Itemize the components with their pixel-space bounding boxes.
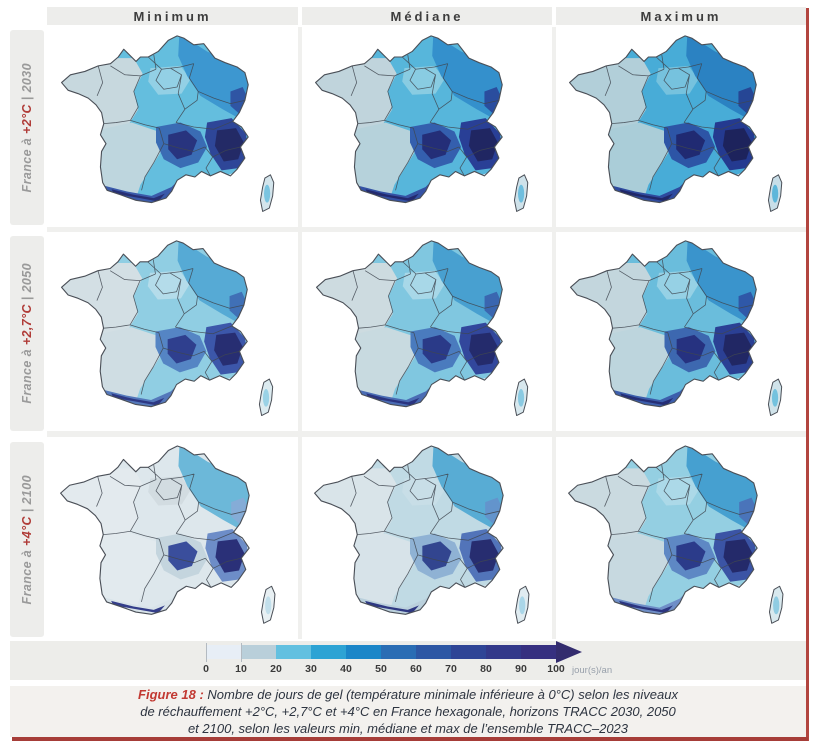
colorbar-segment (521, 645, 556, 659)
figure-caption: Figure 18 : Nombre de jours de gel (temp… (10, 686, 806, 737)
colorbar-segment (311, 645, 346, 659)
france-map (59, 445, 276, 624)
map-cell-2030-minimum (47, 27, 298, 227)
temp-value: +4°C (20, 515, 34, 546)
colorbar-tick-label: 60 (410, 663, 422, 675)
row-label-text: France à +4°C | 2100 (20, 474, 34, 605)
row-label-text: France à +2°C | 2030 (20, 62, 34, 193)
grid-divider-horizontal (47, 431, 806, 437)
column-header-maximum: Maximum (556, 7, 806, 25)
colorbar-segment (381, 645, 416, 659)
colorbar-segment (451, 645, 486, 659)
colorbar-tick-label: 90 (515, 663, 527, 675)
colorbar-tick-mark (241, 643, 242, 662)
colorbar-segment (346, 645, 381, 659)
france-map (315, 35, 529, 212)
colorbar-segments (206, 645, 556, 659)
temp-value: +2,7°C (20, 304, 34, 346)
france-map (315, 240, 529, 417)
grid-divider-vertical (552, 27, 556, 639)
caption-line-1: Figure 18 : Nombre de jours de gel (temp… (138, 687, 678, 702)
france-map (568, 445, 784, 624)
colorbar-tick-label: 100 (547, 663, 565, 675)
frame-line-bottom (12, 737, 808, 741)
colorbar-tick-label: 70 (445, 663, 457, 675)
grid-divider-vertical (298, 27, 302, 639)
colorbar-tick-label: 10 (235, 663, 247, 675)
map-cell-2030-maximum (556, 27, 806, 227)
map-cell-2050-minimum (47, 232, 298, 431)
colorbar-tick-label: 50 (375, 663, 387, 675)
frame-line-right (806, 8, 809, 741)
colorbar-segment (206, 645, 241, 659)
colorbar-tick-label: 20 (270, 663, 282, 675)
map-cell-2100-maximum (556, 437, 806, 639)
row-label-2030: France à +2°C | 2030 (10, 30, 44, 225)
colorbar-tick-mark (206, 643, 207, 662)
france-map (569, 35, 783, 212)
colorbar-tick-label: 0 (203, 663, 209, 675)
colorbar-segment (241, 645, 276, 659)
france-map (60, 35, 275, 212)
colorbar-tick-label: 80 (480, 663, 492, 675)
grid-divider-horizontal (47, 227, 806, 232)
colorbar-tick-label: 30 (305, 663, 317, 675)
column-header-minimum: Minimum (47, 7, 298, 25)
temp-value: +2°C (20, 103, 34, 134)
colorbar-segment (416, 645, 451, 659)
map-cell-2100-minimum (47, 437, 298, 639)
map-cell-2030-mediane (302, 27, 552, 227)
figure-number-label: Figure 18 : (138, 687, 204, 702)
row-label-2100: France à +4°C | 2100 (10, 442, 44, 637)
caption-line-3: et 2100, selon les valeurs min, médiane … (187, 721, 629, 736)
colorbar-segment (486, 645, 521, 659)
row-label-text: France à +2,7°C | 2050 (20, 263, 34, 404)
column-header-mediane: Médiane (302, 7, 552, 25)
france-map (61, 240, 274, 417)
france-map (314, 445, 530, 624)
colorbar-tick-label: 40 (340, 663, 352, 675)
colorbar-unit-label: jour(s)/an (572, 665, 613, 676)
map-cell-2050-maximum (556, 232, 806, 431)
colorbar-segment (276, 645, 311, 659)
caption-line-2: de réchauffement +2°C, +2,7°C et +4°C en… (140, 704, 676, 719)
france-map (569, 240, 783, 417)
row-label-2050: France à +2,7°C | 2050 (10, 236, 44, 431)
colorbar: 0 10 20 30 40 50 60 70 80 90 100 jour(s)/an (10, 641, 806, 680)
map-cell-2100-mediane (302, 437, 552, 639)
map-cell-2050-mediane (302, 232, 552, 431)
colorbar-arrow (556, 641, 582, 663)
